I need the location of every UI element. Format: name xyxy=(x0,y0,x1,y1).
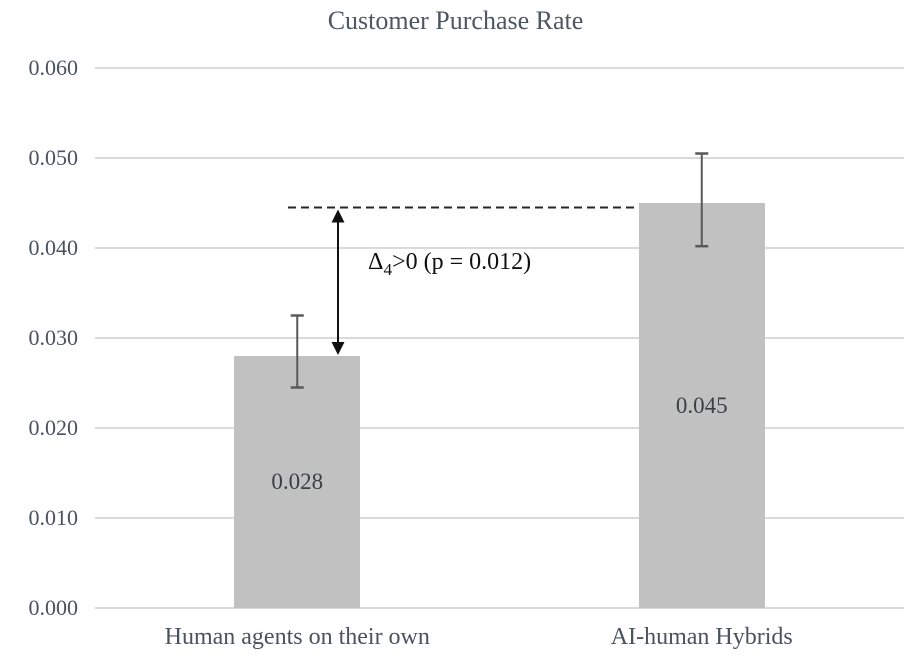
gridline xyxy=(95,517,904,519)
y-axis-tick-label: 0.060 xyxy=(28,55,79,80)
y-axis-tick-label: 0.020 xyxy=(28,415,79,440)
delta-subscript: 4 xyxy=(383,259,393,279)
bar: 0.045 xyxy=(638,203,765,608)
gridline xyxy=(95,427,904,429)
x-axis-category-label: AI-human Hybrids xyxy=(610,624,793,650)
annotation-text: >0 (p = 0.012) xyxy=(392,249,532,275)
gridline xyxy=(95,607,904,609)
bar-value-label: 0.028 xyxy=(271,469,324,494)
delta-symbol: Δ xyxy=(368,249,384,275)
arrow-head-down xyxy=(331,342,345,355)
x-axis-category-label: Human agents on their own xyxy=(164,624,430,650)
arrow-head-up xyxy=(331,209,345,223)
y-axis-tick-label: 0.040 xyxy=(28,235,79,260)
chart-title: Customer Purchase Rate xyxy=(327,6,584,35)
gridline xyxy=(95,337,904,339)
gridline xyxy=(95,157,904,159)
gridline xyxy=(95,67,904,69)
y-axis-tick-label: 0.050 xyxy=(28,145,79,170)
bar-value-label: 0.045 xyxy=(675,392,728,418)
bar: 0.028 xyxy=(234,356,361,608)
y-axis-tick-label: 0.000 xyxy=(28,595,79,620)
y-axis-tick-label: 0.010 xyxy=(28,505,79,530)
significance-annotation: Δ4>0 (p = 0.012) xyxy=(368,249,532,279)
y-axis-tick-label: 0.030 xyxy=(28,325,79,350)
gridline xyxy=(95,247,904,249)
